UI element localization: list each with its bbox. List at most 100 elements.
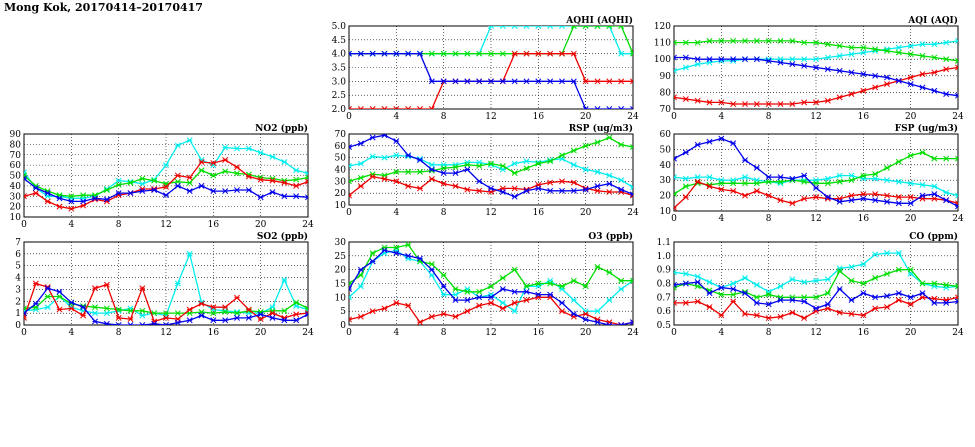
data-point-green (440, 272, 447, 279)
data-point-blue (848, 69, 855, 76)
data-point-red (674, 94, 677, 101)
series-group (674, 135, 958, 211)
data-point-red (269, 177, 276, 184)
marker-stroke (630, 52, 633, 57)
data-point-blue (115, 190, 122, 197)
data-point-green (618, 26, 625, 29)
data-point-blue (706, 290, 713, 297)
x-tick-label: 0 (671, 214, 677, 224)
series-group (674, 37, 958, 107)
data-point-red (222, 304, 229, 311)
data-point-cyan (257, 149, 264, 156)
data-point-green (464, 161, 471, 168)
marker-stroke (955, 95, 958, 99)
y-tick-label: 80 (660, 88, 672, 98)
marker-stroke (547, 26, 551, 29)
chart-title: O3 (ppb) (588, 231, 633, 242)
data-point-red (706, 183, 713, 190)
data-point-cyan (836, 52, 843, 59)
data-point-green (630, 144, 633, 150)
y-tick-label: 70 (335, 130, 347, 140)
data-point-cyan (618, 286, 625, 292)
data-point-blue (872, 294, 879, 301)
data-point-red (24, 193, 27, 200)
data-point-red (582, 310, 589, 317)
marker-stroke (630, 80, 633, 85)
data-point-green (801, 178, 808, 185)
data-point-cyan (674, 67, 677, 74)
marker-stroke (674, 269, 677, 274)
data-point-green (305, 305, 308, 312)
marker-stroke (349, 144, 352, 148)
data-point-blue (452, 297, 459, 304)
data-point-blue (943, 197, 950, 204)
data-point-red (860, 312, 867, 319)
data-point-red (245, 306, 252, 313)
data-point-green (789, 37, 796, 44)
y-tick-label: 80 (10, 140, 22, 150)
data-point-blue (884, 198, 890, 205)
data-point-red (884, 192, 890, 199)
data-point-blue (115, 322, 122, 325)
series-line-blue (674, 137, 958, 207)
data-point-red (464, 308, 471, 315)
data-point-cyan (499, 299, 506, 306)
marker-stroke (630, 186, 633, 191)
data-point-blue (860, 71, 867, 78)
marker-stroke (630, 191, 633, 196)
marker-stroke (955, 40, 958, 44)
data-point-green (606, 269, 613, 276)
data-point-red (848, 192, 855, 199)
data-point-blue (440, 170, 447, 177)
data-point-blue (44, 190, 51, 197)
data-point-cyan (694, 273, 701, 280)
data-point-cyan (931, 283, 938, 290)
data-point-blue (570, 78, 577, 85)
data-point-green (718, 180, 725, 187)
data-point-green (393, 244, 400, 251)
data-point-cyan (884, 250, 890, 257)
x-tick-label: 0 (671, 328, 677, 338)
data-point-green (718, 37, 725, 44)
data-point-blue (405, 50, 412, 57)
data-point-blue (919, 84, 926, 91)
data-point-green (955, 57, 958, 64)
data-point-green (848, 177, 855, 184)
data-point-blue (884, 292, 890, 299)
data-point-blue (452, 78, 459, 85)
marker-stroke (606, 106, 611, 109)
marker-stroke (674, 56, 677, 61)
data-point-green (594, 139, 601, 146)
marker-stroke (349, 52, 352, 57)
marker-stroke (630, 280, 633, 284)
y-tick-label: 20 (660, 192, 672, 202)
marker-stroke (305, 310, 308, 314)
y-tick-label: 20 (335, 189, 347, 199)
y-tick-label: 15 (335, 280, 347, 290)
data-point-green (765, 178, 772, 185)
data-point-green (848, 277, 855, 284)
data-point-green (476, 50, 483, 57)
data-point-red (257, 316, 264, 323)
data-point-cyan (895, 44, 902, 51)
data-point-blue (594, 183, 601, 190)
data-point-green (499, 275, 506, 281)
marker-stroke (674, 39, 677, 44)
data-point-blue (417, 50, 423, 57)
data-point-cyan (440, 291, 447, 298)
data-point-red (257, 176, 264, 183)
x-tick-label: 24 (627, 112, 639, 122)
data-point-green (464, 50, 471, 57)
chart-title: AQI (AQI) (907, 15, 958, 26)
data-point-green (931, 155, 938, 162)
marker-stroke (537, 26, 542, 29)
chart-title: SO2 (ppb) (257, 231, 308, 242)
data-point-green (234, 310, 240, 317)
data-point-blue (349, 286, 352, 292)
y-tick-label: 40 (660, 161, 672, 171)
data-point-cyan (594, 308, 601, 315)
data-point-cyan (860, 49, 867, 56)
data-point-blue (523, 288, 530, 295)
